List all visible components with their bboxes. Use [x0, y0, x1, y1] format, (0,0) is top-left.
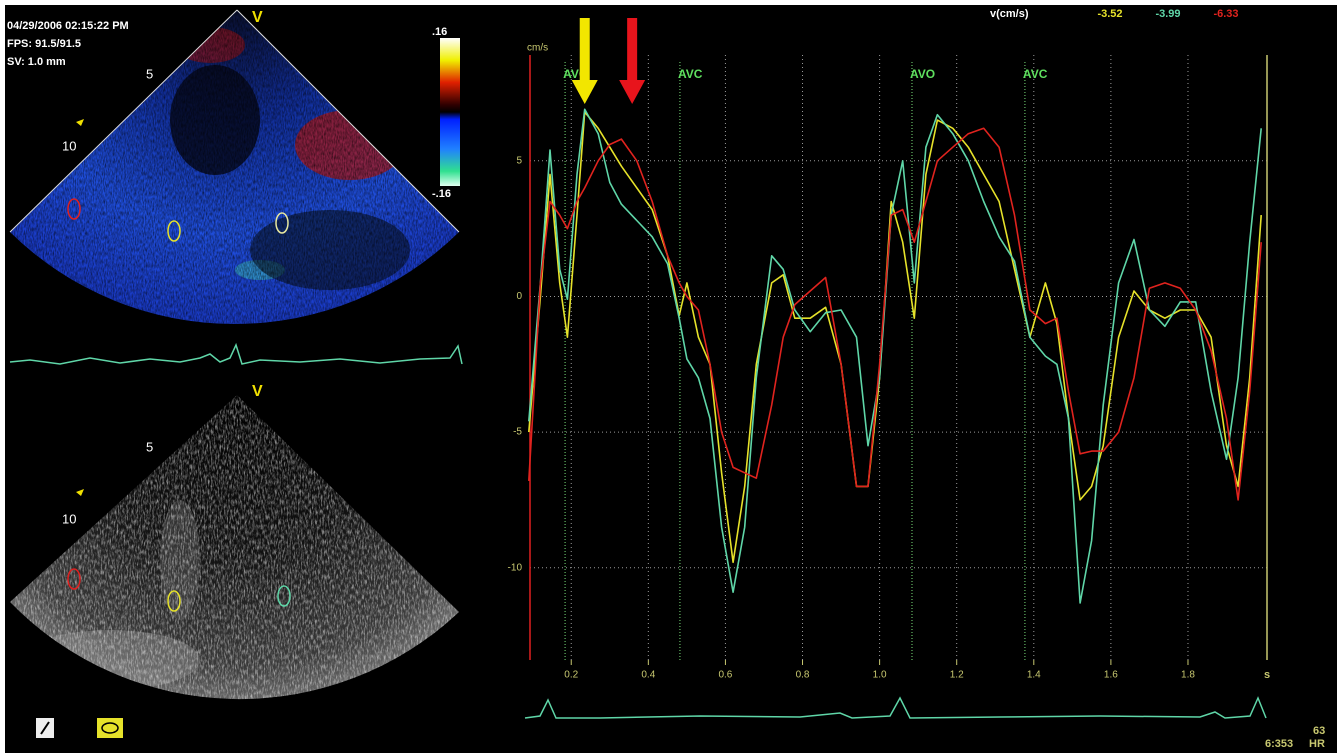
- depth-label: 5: [146, 66, 153, 81]
- color-scale: [440, 38, 460, 186]
- x-tick-label: 1.6: [1104, 670, 1118, 681]
- scale-bottom: -.16: [432, 188, 451, 200]
- x-tick-label: 1.0: [873, 670, 887, 681]
- event-label: AVC: [1023, 67, 1048, 81]
- x-tick-label: 0.2: [564, 670, 578, 681]
- y-tick-label: 0: [516, 291, 522, 302]
- screen: 04/29/2006 02:15:22 PM FPS: 91.5/91.5 SV…: [0, 0, 1342, 756]
- y-tick-label: -10: [508, 562, 523, 573]
- timestamp: 04/29/2006 02:15:22 PM: [7, 20, 129, 32]
- x-tick-label: 1.8: [1181, 670, 1195, 681]
- current-velocity: -3.99: [1155, 8, 1180, 20]
- fps: FPS: 91.5/91.5: [7, 38, 81, 50]
- roi-icon[interactable]: [97, 718, 123, 738]
- x-axis-label: s: [1264, 669, 1270, 681]
- x-tick-label: 0.6: [718, 670, 732, 681]
- depth-label: 10: [62, 138, 76, 153]
- x-tick-label: 0.4: [641, 670, 655, 681]
- current-velocity: -3.52: [1097, 8, 1122, 20]
- x-tick-label: 1.4: [1027, 670, 1041, 681]
- event-label: AVC: [678, 67, 703, 81]
- y-tick-label: 5: [516, 155, 522, 166]
- current-velocity: -6.33: [1213, 8, 1238, 20]
- y-axis-label: cm/s: [527, 43, 548, 54]
- y-tick-label: -5: [513, 427, 522, 438]
- scale-top: .16: [432, 26, 447, 38]
- sample-volume: SV: 1.0 mm: [7, 56, 66, 68]
- depth-label: 5: [146, 439, 153, 454]
- page: 04/29/2006 02:15:22 PM FPS: 91.5/91.5 SV…: [0, 0, 1342, 756]
- view-label: V: [252, 383, 263, 400]
- readout-label: v(cm/s): [990, 8, 1029, 20]
- x-tick-label: 0.8: [796, 670, 810, 681]
- depth-label: 10: [62, 511, 76, 526]
- heart-rate: 63: [1313, 725, 1325, 737]
- event-label: AVO: [910, 67, 935, 81]
- time-readout: 6:353: [1265, 738, 1293, 750]
- x-tick-label: 1.2: [950, 670, 964, 681]
- heart-rate-label: HR: [1309, 738, 1325, 750]
- view-label: V: [252, 9, 263, 26]
